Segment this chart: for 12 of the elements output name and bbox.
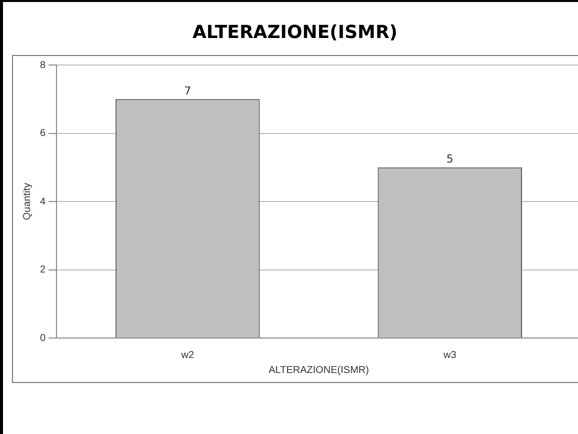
y-tick-label: 0 [40,332,46,344]
data-label: 5 [446,152,454,166]
x-tick-label: w2 [180,350,194,361]
y-tick-label: 4 [40,196,46,208]
data-label: 7 [184,84,192,98]
chart-title: ALTERAZIONE(ISMR) [191,22,399,43]
y-axis-title: Quantity [22,182,33,220]
x-axis-title: ALTERAZIONE(ISMR) [268,364,369,376]
y-tick-label: 2 [40,264,46,276]
y-tick-label: 8 [40,60,46,71]
y-tick-label: 6 [40,128,46,139]
x-tick-label: w3 [442,350,457,361]
